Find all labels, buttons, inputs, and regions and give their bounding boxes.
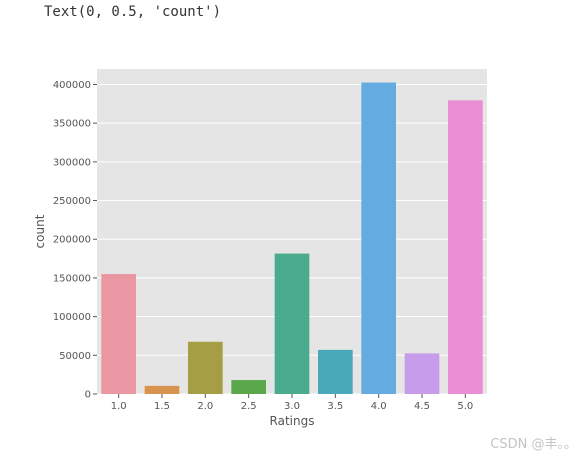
y-tick-label: 350000 (53, 119, 91, 130)
x-tick-label: 3.5 (327, 401, 343, 412)
y-tick-label: 250000 (53, 196, 91, 207)
x-tick-label: 2.0 (197, 401, 213, 412)
bar-3.5 (318, 349, 353, 394)
watermark: CSDN @丰。。 (490, 437, 577, 452)
x-tick-label: 4.0 (371, 401, 387, 412)
y-tick-label: 150000 (53, 273, 91, 284)
bar-1.5 (144, 385, 180, 394)
y-tick-label: 400000 (53, 80, 91, 91)
x-tick-label: 4.5 (414, 401, 430, 412)
bar-2.5 (231, 380, 266, 394)
bar-3.0 (274, 253, 310, 394)
bar-4.5 (404, 353, 440, 394)
x-tick-label: 2.5 (241, 401, 257, 412)
y-axis-ticks: 0 50000 100000 150000 200000 250000 300000 3500… (53, 80, 97, 401)
y-tick-label: 50000 (59, 351, 91, 362)
y-axis-label: count (33, 214, 47, 248)
bar-2.0 (188, 341, 223, 394)
y-tick-label: 100000 (53, 312, 91, 323)
bars (101, 82, 483, 395)
x-tick-label: 1.5 (154, 401, 170, 412)
x-tick-label: 5.0 (457, 401, 473, 412)
bar-4.0 (361, 82, 396, 395)
y-tick-label: 0 (85, 390, 91, 401)
y-tick-label: 200000 (53, 235, 91, 246)
x-tick-label: 3.0 (284, 401, 300, 412)
bar-5.0 (448, 100, 483, 394)
y-tick-label: 300000 (53, 157, 91, 168)
cell-output-text: Text(0, 0.5, 'count') (44, 4, 222, 20)
x-tick-label: 1.0 (111, 401, 127, 412)
x-axis-ticks: 1.0 1.5 2.0 2.5 3.0 3.5 4.0 4.5 5.0 (111, 394, 473, 412)
bar-1.0 (101, 274, 136, 394)
x-axis-label: Ratings (270, 414, 315, 428)
